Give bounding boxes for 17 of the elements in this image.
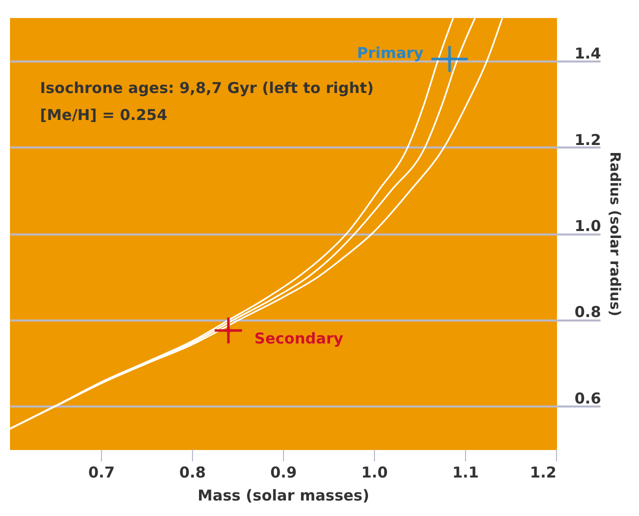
- x-axis-title: Mass (solar masses): [198, 486, 370, 504]
- x-tick-label: 1.0: [361, 464, 388, 482]
- series-label: Primary: [357, 44, 424, 62]
- y-tick-label: 1.4: [574, 44, 602, 63]
- x-tick-label: 1.2: [530, 464, 556, 482]
- x-tick-label: 0.7: [88, 464, 115, 482]
- x-tick-label: 0.8: [179, 464, 206, 482]
- x-tick-label: 1.1: [452, 464, 479, 482]
- annotation: [Me/H] = 0.254: [40, 106, 168, 124]
- annotation: Isochrone ages: 9,8,7 Gyr (left to right): [40, 79, 374, 97]
- y-tick-label: 0.6: [574, 389, 602, 408]
- series-label: Secondary: [254, 329, 344, 348]
- y-tick-label: 1.2: [574, 130, 602, 149]
- y-tick-label: 1.0: [574, 217, 602, 235]
- y-axis-title: Radius (solar radius): [606, 152, 622, 316]
- x-tick-label: 0.9: [270, 464, 297, 482]
- y-tick-label: 0.8: [574, 303, 602, 322]
